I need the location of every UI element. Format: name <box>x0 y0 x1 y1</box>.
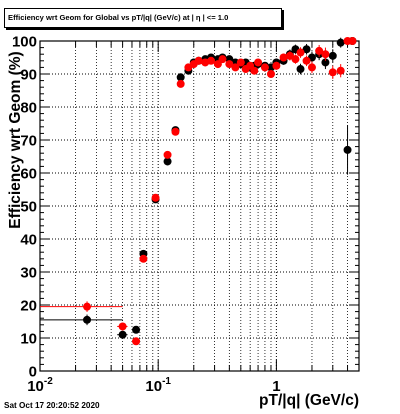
data-point <box>139 254 148 263</box>
data-point <box>291 55 300 64</box>
y-tick-label: 90 <box>20 67 37 84</box>
x-tick-label: 10-2 <box>27 376 53 395</box>
x-tick-label: 10-1 <box>145 376 171 395</box>
data-points <box>40 37 357 346</box>
x-axis-title: pT/|q| (GeV/c) <box>259 392 359 409</box>
data-point <box>279 53 288 62</box>
data-point <box>272 61 281 70</box>
data-point <box>260 63 269 72</box>
x-tick-label: 1 <box>272 378 280 395</box>
data-point <box>336 38 345 47</box>
data-point <box>118 330 127 339</box>
data-point <box>218 55 227 64</box>
series-1 <box>40 37 357 339</box>
data-point <box>302 56 311 65</box>
y-tick-label: 60 <box>20 166 37 183</box>
data-point <box>307 63 316 72</box>
data-point <box>132 325 141 334</box>
data-point <box>83 302 92 311</box>
data-point <box>194 56 203 65</box>
data-point <box>171 127 180 136</box>
data-point <box>302 45 311 54</box>
data-point <box>348 37 357 45</box>
data-point <box>176 79 185 88</box>
data-point <box>151 193 160 202</box>
axis-labels: Efficiency wrt Geom (%) pT/|q| (GeV/c) <box>7 51 359 409</box>
data-point <box>328 68 337 77</box>
data-point <box>266 70 275 78</box>
data-point <box>321 50 330 59</box>
chart-title: Efficiency wrt Geom for Global vs pT/|q|… <box>4 8 282 28</box>
data-point <box>328 51 337 60</box>
axes: 0 10 20 30 40 50 60 70 80 90 100 10-2 10-1 1 <box>12 34 360 395</box>
data-point <box>321 58 330 67</box>
grid <box>40 41 359 371</box>
data-point <box>254 58 263 67</box>
y-tick-label: 50 <box>20 199 37 216</box>
data-point <box>236 58 245 67</box>
data-point <box>336 66 345 75</box>
data-point <box>225 60 234 69</box>
y-tick-label: 30 <box>20 265 37 282</box>
y-tick-label: 100 <box>12 34 37 51</box>
data-point <box>163 150 172 159</box>
data-point <box>343 145 352 154</box>
data-point <box>83 315 92 324</box>
timestamp: Sat Oct 17 20:20:52 2020 <box>4 401 100 410</box>
y-tick-label: 70 <box>20 133 37 150</box>
data-point <box>315 46 324 55</box>
series-2 <box>40 37 357 346</box>
y-tick-label: 20 <box>20 298 37 315</box>
data-point <box>118 322 127 331</box>
data-point <box>250 66 259 75</box>
y-tick-label: 80 <box>20 100 37 117</box>
data-point <box>296 65 305 74</box>
data-point <box>231 63 240 72</box>
y-tick-label: 10 <box>20 331 37 348</box>
y-tick-label: 40 <box>20 232 37 249</box>
data-point <box>163 157 172 166</box>
y-axis-title: Efficiency wrt Geom (%) <box>7 51 24 228</box>
data-point <box>207 56 216 65</box>
data-point <box>176 73 185 82</box>
y-tick-label: 0 <box>29 364 37 381</box>
data-point <box>132 337 141 346</box>
data-point <box>296 48 305 57</box>
